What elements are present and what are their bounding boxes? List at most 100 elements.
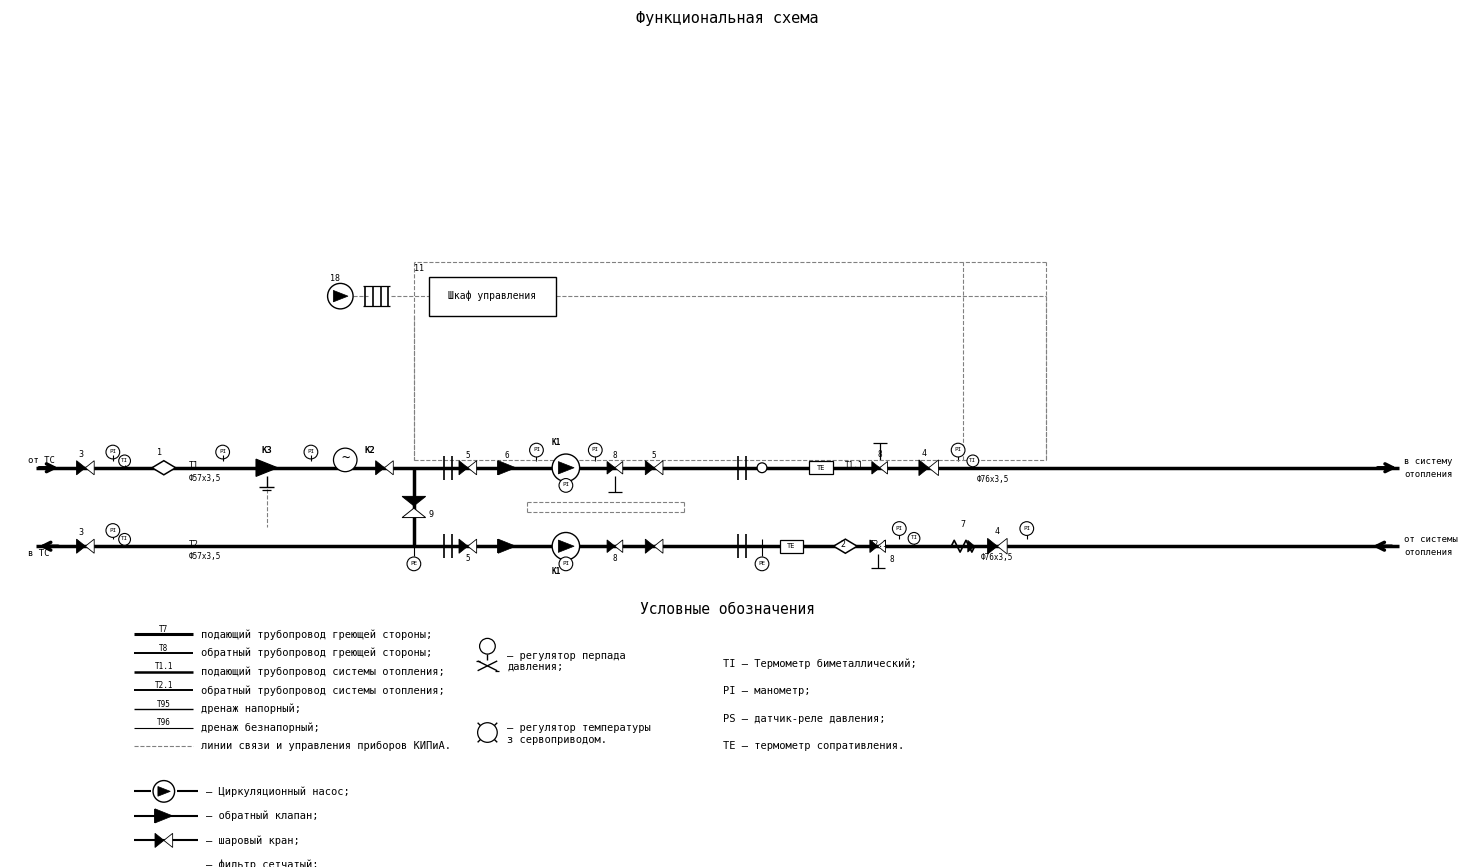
FancyBboxPatch shape [780,540,803,552]
Text: подающий трубопровод греющей стороны;: подающий трубопровод греющей стороны; [202,629,432,640]
Text: PI: PI [562,482,569,487]
Text: от системы: от системы [1405,535,1458,544]
Text: 8: 8 [890,556,894,564]
Polygon shape [375,460,384,475]
Text: 8: 8 [877,449,883,459]
Text: – шаровый кран;: – шаровый кран; [206,835,300,845]
Text: Ф57х3,5: Ф57х3,5 [188,474,221,483]
Text: PI – манометр;: PI – манометр; [722,687,811,696]
Circle shape [407,557,421,570]
Text: PS – датчик-реле давления;: PS – датчик-реле давления; [722,714,886,724]
Polygon shape [85,539,94,553]
Text: 5: 5 [652,451,656,460]
Circle shape [530,443,543,457]
Circle shape [216,445,229,459]
Text: Условные обозначения: Условные обозначения [640,603,815,617]
Text: TI: TI [121,537,128,541]
Text: от ТС: от ТС [28,456,56,465]
Text: отопления: отопления [1405,470,1453,479]
Polygon shape [76,539,85,553]
Circle shape [552,532,580,560]
Circle shape [559,479,572,492]
Text: T1.1: T1.1 [154,662,174,671]
Polygon shape [85,460,94,475]
Text: PI: PI [562,561,569,566]
Circle shape [559,557,572,570]
Circle shape [588,443,602,457]
Text: 3: 3 [78,528,82,537]
Text: 11: 11 [413,264,424,273]
Text: 18: 18 [331,274,340,283]
Text: TE: TE [816,465,825,471]
Text: T1.1: T1.1 [846,461,863,470]
Text: ~: ~ [341,452,350,466]
Circle shape [106,445,119,459]
Text: 6: 6 [505,451,509,460]
Circle shape [755,557,769,570]
Text: подающий трубопровод системы отопления;: подающий трубопровод системы отопления; [202,667,444,677]
Text: 4: 4 [921,448,927,458]
Text: дренаж напорный;: дренаж напорный; [202,704,302,714]
Polygon shape [968,540,975,552]
Circle shape [908,532,919,544]
Polygon shape [987,538,997,554]
Text: 7: 7 [961,520,965,529]
Text: Функциональная схема: Функциональная схема [637,11,819,26]
Text: дренаж безнапорный;: дренаж безнапорный; [202,722,319,733]
Text: линии связи и управления приборов КИПиА.: линии связи и управления приборов КИПиА. [202,741,452,752]
Circle shape [1019,522,1034,536]
Polygon shape [154,859,172,867]
Polygon shape [402,497,425,505]
Text: PE: PE [410,561,418,566]
Text: – Циркуляционный насос;: – Циркуляционный насос; [206,786,350,797]
Text: 8: 8 [612,555,618,564]
Text: PI: PI [955,447,962,452]
Text: з сервоприводом.: з сервоприводом. [507,735,608,746]
Text: в систему: в систему [1405,457,1453,466]
Text: 5: 5 [465,555,471,564]
Text: T2: T2 [188,540,199,549]
Circle shape [478,723,497,742]
Text: 3: 3 [78,449,82,459]
Text: Ф76х3,5: Ф76х3,5 [981,553,1014,563]
Polygon shape [468,539,477,553]
Circle shape [119,533,131,545]
Polygon shape [402,508,425,518]
Text: К3: К3 [262,446,272,454]
Text: 5: 5 [465,451,471,460]
Polygon shape [163,833,172,847]
Text: PI: PI [109,449,116,454]
Text: – регулятор перпада: – регулятор перпада [507,651,625,661]
Polygon shape [154,809,172,823]
Text: T1: T1 [188,461,199,470]
Polygon shape [655,539,663,553]
Text: PI: PI [109,527,116,532]
Text: PI: PI [219,449,227,454]
FancyBboxPatch shape [809,461,833,474]
Text: PI: PI [307,449,315,454]
Polygon shape [919,460,928,476]
Polygon shape [499,460,516,475]
Polygon shape [559,540,574,552]
Text: – обратный клапан;: – обратный клапан; [206,811,319,821]
Text: TE: TE [787,544,796,549]
Circle shape [119,455,131,466]
FancyBboxPatch shape [428,277,556,316]
Polygon shape [559,461,574,474]
Text: T96: T96 [157,718,171,727]
Circle shape [328,284,353,309]
Circle shape [893,522,906,536]
Polygon shape [154,833,163,847]
Text: TI: TI [969,458,977,463]
Polygon shape [334,290,349,302]
Text: 1: 1 [157,447,162,457]
Polygon shape [76,460,85,475]
Polygon shape [928,460,938,476]
Polygon shape [256,460,278,476]
Polygon shape [655,460,663,475]
Circle shape [966,455,978,466]
Text: T2.1: T2.1 [869,540,888,549]
Text: T8: T8 [159,643,169,653]
Polygon shape [459,460,468,475]
Polygon shape [997,538,1008,554]
